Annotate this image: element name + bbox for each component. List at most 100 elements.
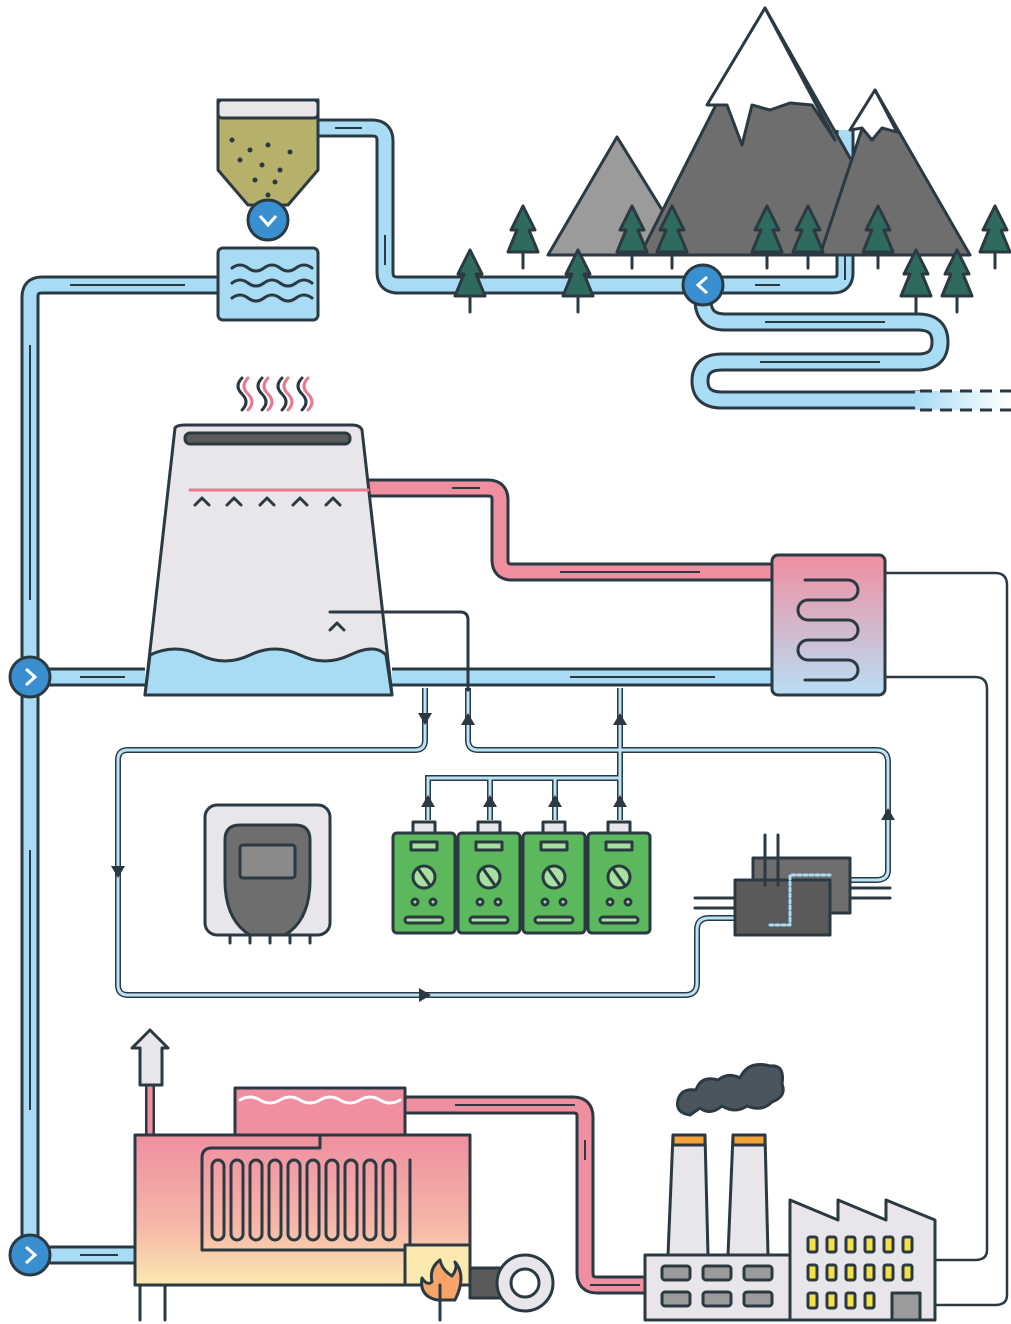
flow-arrow	[881, 808, 895, 820]
unit-label	[606, 842, 632, 850]
sand-grain	[278, 168, 283, 173]
window	[846, 1237, 855, 1252]
window	[662, 1266, 690, 1280]
window	[808, 1265, 817, 1280]
window	[865, 1293, 874, 1308]
loop-pipe	[428, 688, 620, 820]
return-lines	[885, 573, 1007, 1305]
unit-slot	[405, 917, 443, 923]
sand-grain	[273, 180, 278, 185]
flow-arrow	[483, 795, 497, 807]
chimney-cap	[132, 1030, 168, 1085]
pipe-outline	[700, 300, 940, 400]
tree	[508, 206, 538, 252]
exchanger-body	[772, 555, 885, 695]
window	[827, 1293, 836, 1308]
window	[744, 1292, 772, 1306]
controller-face	[225, 825, 310, 935]
flow-arrow	[421, 795, 435, 807]
fan-hub	[511, 1269, 539, 1297]
flow-arrow	[461, 713, 475, 725]
tree	[563, 250, 593, 296]
hopper-lid	[218, 100, 318, 118]
factory-door	[892, 1293, 920, 1320]
window	[865, 1237, 874, 1252]
smokestack	[668, 1135, 708, 1255]
pump	[10, 657, 50, 697]
smokestack	[728, 1135, 768, 1255]
flow-arrow	[548, 795, 562, 807]
unit-button	[477, 899, 483, 905]
unit-slot	[535, 917, 573, 923]
flow-arrow	[419, 988, 431, 1002]
unit-label	[411, 842, 437, 850]
controller-screen	[240, 845, 295, 878]
unit-button	[625, 899, 631, 905]
stack-band	[733, 1135, 765, 1145]
flow-arrow	[613, 713, 627, 725]
unit-label	[541, 842, 567, 850]
pump	[10, 1235, 50, 1275]
smoke	[678, 1065, 784, 1116]
window	[808, 1237, 817, 1252]
sand-grain	[248, 148, 253, 153]
flow-arrow	[418, 713, 432, 725]
unit-button	[607, 899, 613, 905]
tower-water	[145, 649, 392, 695]
sand-grain	[266, 193, 271, 198]
unit-button	[495, 899, 501, 905]
pipe-outline	[368, 488, 772, 572]
pump	[683, 265, 723, 305]
window	[827, 1237, 836, 1252]
sand-grain	[230, 138, 235, 143]
unit-cap	[478, 822, 500, 833]
unit-label	[476, 842, 502, 850]
dosing-units	[393, 822, 650, 933]
window	[846, 1293, 855, 1308]
unit-slot	[600, 917, 638, 923]
unit-slot	[470, 917, 508, 923]
flow-arrow	[111, 866, 125, 878]
pump	[248, 200, 288, 240]
unit-cap	[543, 822, 565, 833]
tree	[455, 250, 485, 296]
unit-button	[430, 899, 436, 905]
pipe	[368, 488, 772, 572]
flow-arrow	[613, 795, 627, 807]
sand-grain	[260, 163, 265, 168]
boiler	[132, 1030, 553, 1320]
sand-grain	[288, 150, 293, 155]
sand-grain	[238, 158, 243, 163]
line	[885, 677, 987, 1260]
mountains	[548, 8, 970, 255]
stack-band	[673, 1135, 705, 1145]
tree	[942, 250, 972, 296]
window	[703, 1266, 731, 1280]
window	[884, 1237, 893, 1252]
sand-grain	[266, 143, 271, 148]
window	[703, 1292, 731, 1306]
window	[827, 1265, 836, 1280]
window	[744, 1266, 772, 1280]
unit-cap	[413, 822, 435, 833]
cooling-tower	[145, 378, 468, 695]
heat-exchanger	[772, 555, 885, 695]
sand-grain	[253, 178, 258, 183]
window	[662, 1292, 690, 1306]
window	[903, 1237, 912, 1252]
module-front	[735, 880, 830, 935]
unit-button	[560, 899, 566, 905]
window	[865, 1265, 874, 1280]
tree	[980, 206, 1010, 252]
water-cycle-diagram	[0, 0, 1011, 1324]
line	[885, 573, 1007, 1305]
pipes	[30, 128, 1011, 1285]
factory	[645, 1065, 935, 1321]
unit-cap	[608, 822, 630, 833]
window	[884, 1265, 893, 1280]
window	[903, 1265, 912, 1280]
tree	[901, 250, 931, 296]
boiler-tank	[235, 1088, 405, 1135]
tower-vent	[185, 433, 350, 444]
pipe-fade	[915, 391, 1011, 410]
